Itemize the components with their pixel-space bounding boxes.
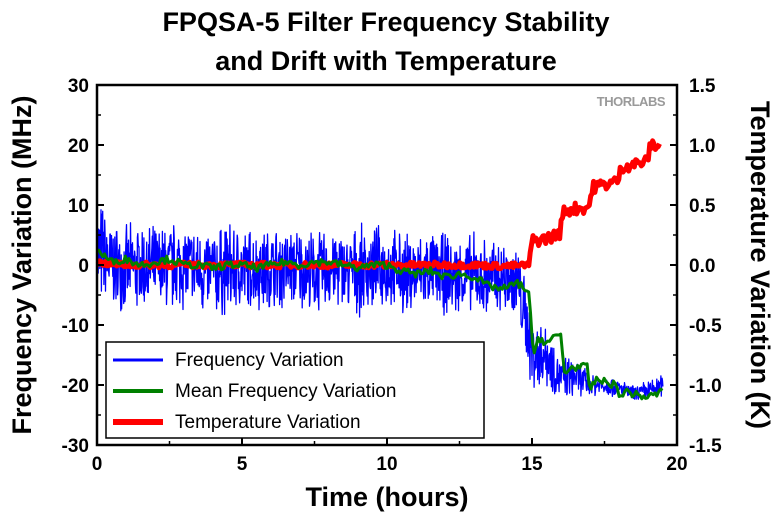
legend-label-frequency-variation: Frequency Variation [175,350,344,371]
y-left-tick-label: 30 [68,76,89,97]
y-right-tick-label: 0.0 [689,256,715,277]
x-tick-label: 20 [666,454,687,475]
x-tick-label: 5 [237,454,248,475]
x-tick-label: 10 [376,454,397,475]
plot-area [95,138,664,401]
y-left-axis-ticks: -30 -20 -10 0 10 20 30 [62,76,104,457]
y-right-tick-label: 1.5 [689,76,716,97]
legend: Frequency Variation Mean Frequency Varia… [105,341,485,439]
y-left-tick-label: -10 [62,316,89,337]
y-right-tick-label: -1.0 [689,376,722,397]
chart-title-line2: and Drift with Temperature [215,46,557,76]
y-right-axis-title: Temperature Variation (K) [745,101,775,429]
thorlabs-logo: THORLABS [597,94,666,109]
y-left-axis-title: Frequency Variation (MHz) [7,95,37,434]
y-right-tick-label: -0.5 [689,316,722,337]
x-axis-ticks: 0 5 10 15 20 [92,438,688,475]
y-left-tick-label: -30 [62,436,89,457]
y-right-tick-label: -1.5 [689,436,722,457]
y-right-tick-label: 1.0 [689,136,715,157]
series-mean-frequency-variation [96,248,664,401]
y-left-tick-label: 10 [68,196,89,217]
y-right-axis-ticks: -1.5 -1.0 -0.5 0.0 0.5 1.0 1.5 [670,76,722,457]
y-left-tick-label: 20 [68,136,89,157]
y-right-tick-label: 0.5 [689,196,716,217]
y-left-tick-label: -20 [62,376,89,397]
x-tick-label: 15 [521,454,543,475]
chart-title-line1: FPQSA-5 Filter Frequency Stability [162,7,609,37]
x-axis-title: Time (hours) [305,482,468,512]
y-left-tick-label: 0 [78,256,89,277]
series-frequency-variation [96,209,664,400]
x-tick-label: 0 [92,454,103,475]
legend-label-temperature-variation: Temperature Variation [175,412,361,433]
legend-box [105,341,485,439]
legend-label-mean-frequency-variation: Mean Frequency Variation [175,381,396,402]
